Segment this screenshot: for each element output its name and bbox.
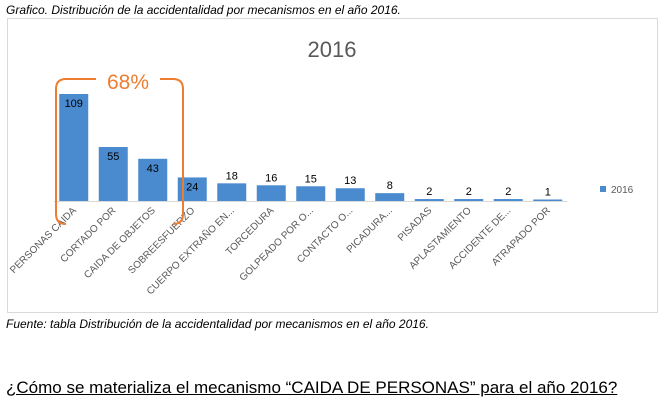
data-label: 2	[466, 186, 472, 198]
bar	[256, 185, 286, 201]
category-label: CAIDA DE OBJETOS	[82, 205, 158, 281]
source-caption: Fuente: tabla Distribución de la acciden…	[6, 317, 429, 331]
bar	[493, 199, 523, 201]
bar	[335, 188, 365, 201]
bar-chart: 2016 109 PERSONAS CAIDA 55 CORTADO POR 43 CAID…	[7, 18, 658, 313]
bar	[138, 158, 168, 201]
data-label: 1	[545, 187, 551, 199]
bar	[414, 199, 444, 201]
annotation-bracket-right	[172, 78, 184, 225]
bar	[98, 147, 128, 201]
data-label: 16	[265, 172, 277, 184]
figure-caption: Grafico. Distribución de la accidentalid…	[6, 3, 401, 17]
data-label: 24	[186, 181, 198, 193]
annotation-bracket-left	[55, 78, 67, 225]
data-label: 2	[426, 186, 432, 198]
bar	[454, 199, 484, 201]
data-label: 109	[65, 98, 83, 110]
category-label: PERSONAS CAIDA	[8, 205, 79, 276]
data-label: 2	[505, 186, 511, 198]
bar	[177, 177, 207, 201]
data-label: 43	[147, 163, 159, 175]
bar	[59, 94, 89, 201]
annotation-text: 68%	[107, 71, 149, 94]
data-label: 8	[387, 180, 393, 192]
question-text: ¿Cómo se materializa el mecanismo “CAIDA…	[6, 378, 618, 397]
legend-label: 2016	[611, 185, 634, 196]
category-label: SOBREESFUERZO	[126, 205, 197, 276]
data-label: 15	[305, 173, 317, 185]
bar	[217, 183, 247, 201]
category-label: GOLPEADO POR O...	[238, 205, 316, 283]
data-label: 18	[226, 170, 238, 182]
legend-swatch	[600, 186, 606, 192]
category-label: PISADAS	[396, 205, 435, 244]
bar	[533, 199, 563, 201]
bar	[375, 193, 405, 201]
data-label: 13	[344, 175, 356, 187]
bar	[296, 186, 326, 201]
data-label: 55	[107, 151, 119, 163]
chart-title: 2016	[308, 37, 357, 62]
